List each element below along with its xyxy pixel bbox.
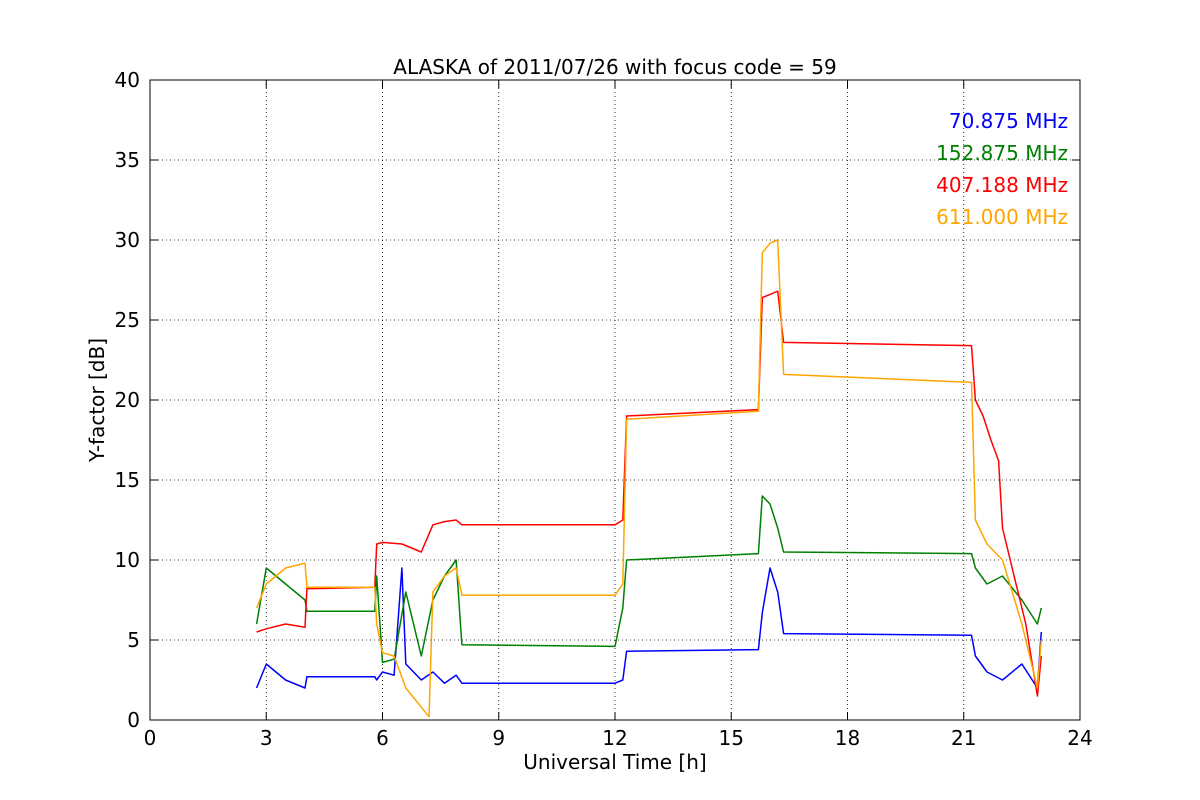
series-line-2 bbox=[255, 495, 1043, 664]
x-tick-label: 9 bbox=[492, 726, 505, 750]
legend: 70.875 MHz 152.875 MHz 407.188 MHz 611.000 … bbox=[936, 109, 1068, 229]
x-tick-label: 24 bbox=[1067, 726, 1092, 750]
series-line-4 bbox=[255, 239, 1043, 718]
x-tick-label: 15 bbox=[719, 726, 744, 750]
plot-grid bbox=[150, 80, 1080, 720]
chart-title: ALASKA of 2011/07/26 with focus code = 5… bbox=[393, 55, 836, 79]
x-axis-title: Universal Time [h] bbox=[523, 750, 706, 774]
x-tick-label: 21 bbox=[951, 726, 976, 750]
y-tick-label: 30 bbox=[115, 228, 140, 252]
y-tick-label: 20 bbox=[115, 388, 140, 412]
plot-series bbox=[255, 239, 1043, 718]
legend-entry-2: 152.875 MHz bbox=[936, 141, 1068, 165]
x-tick-label: 0 bbox=[144, 726, 157, 750]
y-axis-title: Y-factor [dB] bbox=[85, 338, 109, 463]
x-tick-label: 18 bbox=[835, 726, 860, 750]
legend-entry-4: 611.000 MHz bbox=[936, 205, 1068, 229]
y-tick-label: 10 bbox=[115, 548, 140, 572]
plot-ticks: 0 3 6 9 12 15 18 21 24 0 5 10 15 20 25 30 35 40 bbox=[115, 68, 1093, 750]
y-tick-label: 35 bbox=[115, 148, 140, 172]
series-line-3 bbox=[256, 290, 1043, 697]
x-tick-label: 3 bbox=[260, 726, 273, 750]
y-tick-label: 5 bbox=[127, 628, 140, 652]
legend-entry-3: 407.188 MHz bbox=[936, 173, 1068, 197]
y-tick-label: 15 bbox=[115, 468, 140, 492]
y-tick-label: 25 bbox=[115, 308, 140, 332]
x-tick-label: 6 bbox=[376, 726, 389, 750]
y-tick-label: 0 bbox=[127, 708, 140, 732]
series-line-1 bbox=[255, 567, 1043, 689]
legend-entry-1: 70.875 MHz bbox=[949, 109, 1068, 133]
x-tick-label: 12 bbox=[602, 726, 627, 750]
y-tick-label: 40 bbox=[115, 68, 140, 92]
